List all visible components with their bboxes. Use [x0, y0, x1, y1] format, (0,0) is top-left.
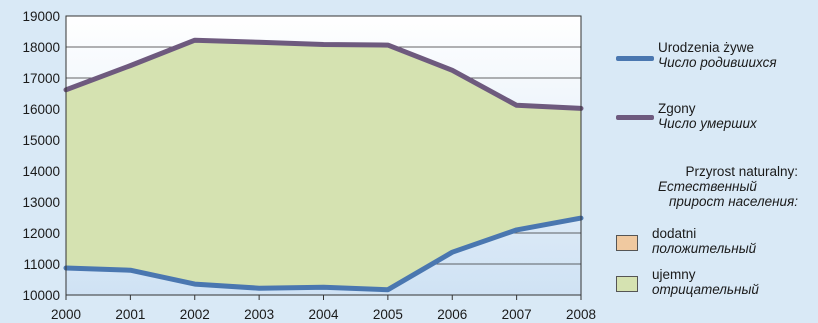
legend-positive-name: dodatni — [652, 226, 697, 241]
x-tick-label: 2006 — [437, 307, 467, 322]
y-tick-label: 12000 — [22, 226, 60, 241]
legend-line-births — [616, 56, 654, 61]
legend-label-positive: dodatni положительный — [652, 226, 756, 256]
legend-line-deaths — [616, 115, 654, 120]
legend-fill-title: Przyrost naturalny: Естественный прирост… — [658, 164, 798, 209]
legend-fill-title-text: Przyrost naturalny: — [685, 164, 798, 179]
y-axis-ticks: 10000 11000 12000 13000 14000 15000 16000 17000… — [22, 9, 60, 303]
series-line-births — [63, 215, 584, 293]
legend-label-negative: ujemny отрицательный — [652, 267, 759, 297]
x-tick-label: 2008 — [566, 307, 596, 322]
legend-positive-name-alt: положительный — [652, 241, 757, 256]
legend-swatch-negative — [616, 276, 638, 292]
x-tick-label: 2000 — [51, 307, 81, 322]
x-tick-label: 2005 — [373, 307, 403, 322]
y-tick-label: 14000 — [22, 164, 60, 179]
x-tick-label: 2004 — [308, 307, 339, 322]
legend-negative-name: ujemny — [652, 267, 696, 282]
x-tick-label: 2007 — [502, 307, 532, 322]
x-tick-label: 2002 — [180, 307, 210, 322]
series-line-deaths — [63, 37, 584, 111]
chart: 10000 11000 12000 13000 14000 15000 16000 17000… — [22, 9, 596, 322]
legend: Urodzenia żywe Число родившихся Zgony Чи… — [612, 0, 818, 323]
legend-births-name: Urodzenia żywe — [658, 40, 755, 55]
x-tick-label: 2001 — [115, 307, 145, 322]
legend-fill-title-alt-1: Естественный — [658, 179, 757, 194]
y-tick-label: 15000 — [22, 133, 60, 148]
y-tick-label: 18000 — [22, 40, 60, 55]
y-tick-label: 19000 — [22, 9, 60, 24]
legend-deaths-name-alt: Число умерших — [658, 116, 757, 131]
y-tick-label: 11000 — [23, 257, 60, 272]
legend-label-births: Urodzenia żywe Число родившихся — [658, 40, 777, 70]
legend-births-name-alt: Число родившихся — [658, 55, 777, 70]
y-tick-label: 16000 — [22, 102, 60, 117]
negative-increase-area — [66, 40, 581, 290]
y-tick-label: 13000 — [22, 195, 60, 210]
x-tick-label: 2003 — [244, 307, 274, 322]
y-tick-label: 17000 — [22, 71, 60, 86]
legend-fill-title-alt-2: прирост населения: — [669, 194, 798, 209]
legend-negative-name-alt: отрицательный — [652, 282, 759, 297]
legend-deaths-name: Zgony — [658, 101, 696, 116]
y-tick-label: 10000 — [22, 288, 60, 303]
legend-swatch-positive — [616, 235, 638, 251]
legend-label-deaths: Zgony Число умерших — [658, 101, 757, 131]
x-axis-ticks: 2000 2001 2002 2003 2004 2005 2006 2007 2008 — [51, 295, 596, 322]
